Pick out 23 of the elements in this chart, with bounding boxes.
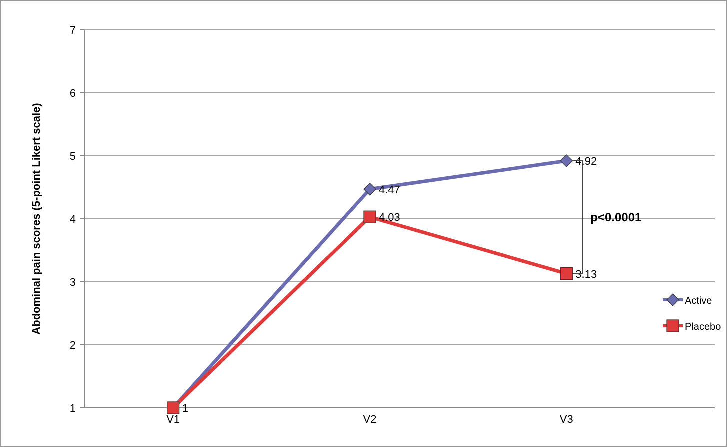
point (364, 183, 376, 196)
data-label: 4.47 (379, 184, 400, 196)
y-tick-label: 7 (70, 25, 76, 37)
data-label: 1 (182, 403, 188, 415)
data-label: 4.92 (576, 156, 598, 168)
legend-label: Placebo (685, 322, 722, 333)
point (560, 154, 573, 168)
point (364, 210, 376, 224)
y-tick-label: 5 (70, 151, 76, 163)
x-tick-label: V2 (363, 414, 377, 426)
y-tick-label: 2 (70, 340, 76, 352)
x-tick-label: V1 (166, 414, 180, 426)
legend-label: Active (685, 296, 713, 307)
y-tick-label: 6 (70, 88, 76, 100)
y-tick-label: 1 (70, 403, 76, 415)
y-tick-label: 4 (70, 214, 76, 226)
y-tick-label: 3 (70, 277, 76, 289)
point (560, 268, 573, 280)
annotation: p<0.0001 (590, 210, 642, 224)
y-axis-title: Abdominal pain scores (5-point Likert scale) (31, 102, 43, 335)
data-label: 3.13 (576, 268, 598, 281)
x-tick-label: V3 (560, 414, 574, 426)
data-label: 4.03 (379, 212, 400, 224)
